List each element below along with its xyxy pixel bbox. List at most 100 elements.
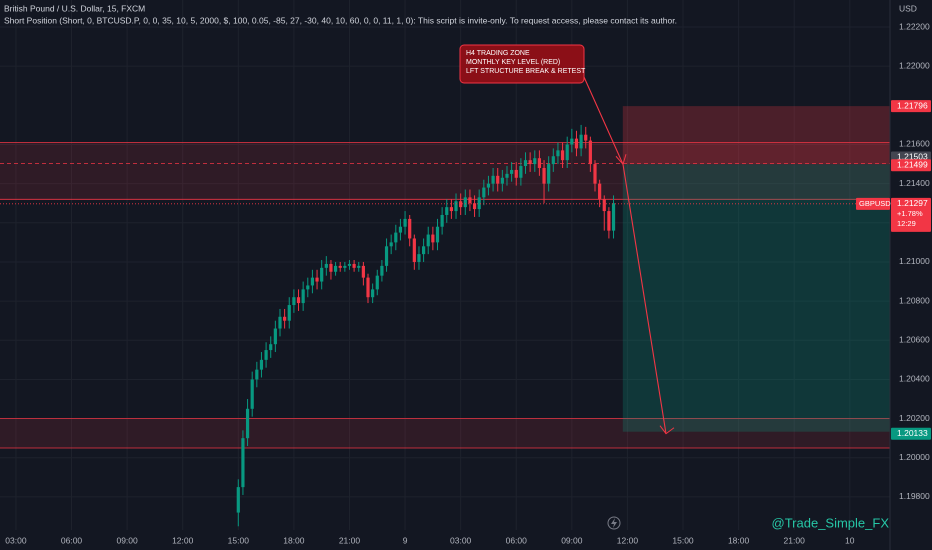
candle-body [463,197,467,208]
bolt-icon [611,518,617,528]
candle-body [278,316,282,329]
candle-body [398,226,403,233]
chart-title: British Pound / U.S. Dollar, 15, FXCM [4,3,145,13]
candle-body [417,254,421,262]
candle-body [500,177,504,184]
price-tag [891,427,931,440]
x-tick-label: 15:00 [672,535,694,545]
candle-body [292,297,296,306]
x-tick-label: 10 [845,535,855,545]
candle-body [301,289,305,304]
x-tick-label: 09:00 [116,535,138,545]
candle-body [514,169,518,178]
candle-body [556,150,560,157]
x-tick-label: 06:00 [506,535,528,545]
candle-body [287,305,291,321]
price-tag [891,100,931,113]
y-tick-label: 1.20600 [899,335,930,345]
candle-body [477,197,481,210]
candle-body [537,158,542,168]
price-axis [890,0,932,550]
last-price-label: 1.21297 [897,198,928,208]
y-tick-label: 1.21600 [899,139,930,149]
candle-body [426,234,430,247]
y-tick-label: 1.20400 [899,374,930,384]
candle-body [533,158,537,165]
candle-body [472,203,477,210]
x-tick-label: 21:00 [339,535,361,545]
last-price-change: +1.78% [897,209,923,218]
y-tick-label: 1.21400 [899,178,930,188]
watermark: @Trade_Simple_FX [772,515,890,530]
candle-body [236,487,240,513]
candle-body [421,246,426,255]
candle-body [329,263,333,272]
axis-unit: USD [899,3,917,13]
candle-body [412,238,416,262]
candle-body [310,277,315,286]
candle-body [361,265,365,278]
candle-body [547,164,551,184]
candle-body [250,379,254,409]
y-tick-label: 1.21000 [899,256,930,266]
candle-body [486,183,491,188]
candle-body [296,297,301,304]
candle-body [542,167,546,184]
candle-body [435,226,440,243]
candle-body [496,175,500,184]
candle-body [259,359,264,370]
price-tag-label: 1.20133 [897,428,928,438]
x-tick-label: 06:00 [61,535,83,545]
candle-body [347,263,352,266]
candle-body [611,203,616,231]
symbol-tag [856,197,890,210]
x-tick-label: 9 [403,535,408,545]
x-tick-label: 03:00 [450,535,472,545]
candle-body [371,289,375,298]
candle-body [366,277,370,298]
candle-body [510,169,514,174]
x-tick-label: 15:00 [228,535,250,545]
price-tag-label: 1.21796 [897,100,928,110]
replay-icon[interactable] [607,516,621,530]
candle-body [283,316,287,321]
candle-body [570,138,574,145]
arrowhead [615,154,627,166]
stop-area [622,106,890,165]
candle-body [560,150,565,161]
annotation-text: H4 TRADING ZONE [466,50,530,57]
annotation-text: LFT STRUCTURE BREAK & RETEST [466,68,586,75]
candle-body [357,265,361,268]
zone [0,418,890,448]
candle-body [255,369,259,380]
candle-body [306,285,310,290]
last-price-tag [891,197,931,232]
y-tick-label: 1.19800 [899,491,930,501]
candle-body [403,218,407,227]
y-tick-label: 1.22000 [899,60,930,70]
candle-body [574,138,579,149]
candle-body [468,197,472,204]
candle-body [588,140,592,165]
candle-body [565,144,569,161]
y-tick-label: 1.20200 [899,413,930,423]
candle-body [343,265,347,268]
symbol-label: GBPUSD [859,199,891,208]
candle-body [551,156,555,165]
y-tick-label: 1.20800 [899,295,930,305]
candle-body [519,166,523,178]
candle-body [264,350,268,360]
candle-body [593,164,597,184]
candle-body [431,234,435,243]
candle-body [352,263,356,268]
x-tick-label: 03:00 [5,535,27,545]
candle-body [602,199,606,212]
candle-body [482,187,486,198]
annotation-box [459,44,585,84]
candle-body [584,134,588,141]
candle-body [245,408,250,439]
candle-body [528,160,532,165]
chart-subtitle: Short Position (Short, 0, BTCUSD.P, 0, 0… [4,15,677,25]
